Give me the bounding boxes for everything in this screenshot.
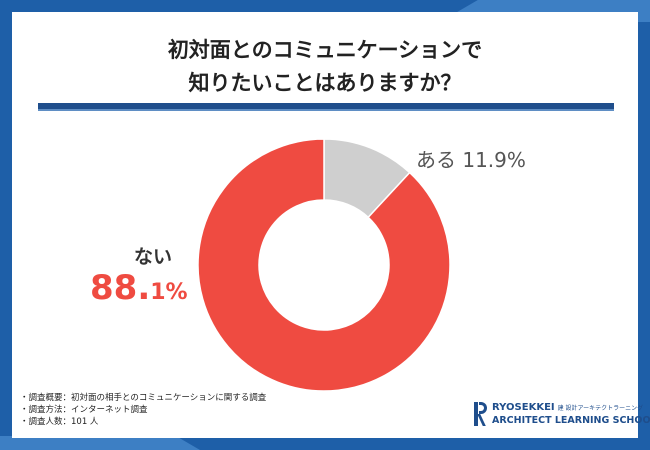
corner-stripe-bottom-left: [0, 436, 200, 450]
slice-value-no: 88.1%: [90, 268, 188, 308]
donut-slice-1: [197, 138, 451, 392]
chart-title-line2: 知りたいことはありますか？: [188, 71, 462, 95]
donut-chart: [197, 138, 451, 392]
slice-label-no: ない: [134, 246, 173, 268]
chart-title-line1: 初対面とのコミュニケーションで: [167, 38, 483, 62]
brand-logo: RYOSEKKEI 建 設計アーキテクトラーニング ARCHITECT LEARN…: [474, 401, 650, 427]
infographic-card: 初対面とのコミュニケーションで 知りたいことはありますか？ ある 11.9% な…: [12, 12, 650, 438]
survey-notes: ・調査概要：初対面の相手とのコミュニケーションに関する調査 ・調査方法：インター…: [20, 392, 266, 428]
chart-title: 初対面とのコミュニケーションで 知りたいことはありますか？: [12, 34, 638, 100]
slice-value-no-small: 1%: [150, 280, 188, 305]
title-underline: [38, 103, 614, 111]
survey-note-method: ・調査方法：インターネット調査: [20, 405, 148, 415]
logo-subtitle: 建 設計アーキテクトラーニング: [557, 404, 644, 412]
survey-note-count: ・調査人数：101 人: [20, 417, 99, 427]
logo-brand: RYOSEKKEI: [492, 401, 555, 413]
r-monogram-icon: [474, 402, 488, 426]
logo-school: ARCHITECT LEARNING SCHOOL: [492, 414, 650, 426]
slice-value-no-big: 88.: [90, 268, 151, 308]
survey-note-overview: ・調査概要：初対面の相手とのコミュニケーションに関する調査: [20, 393, 267, 403]
slice-label-yes: ある 11.9%: [416, 148, 526, 172]
